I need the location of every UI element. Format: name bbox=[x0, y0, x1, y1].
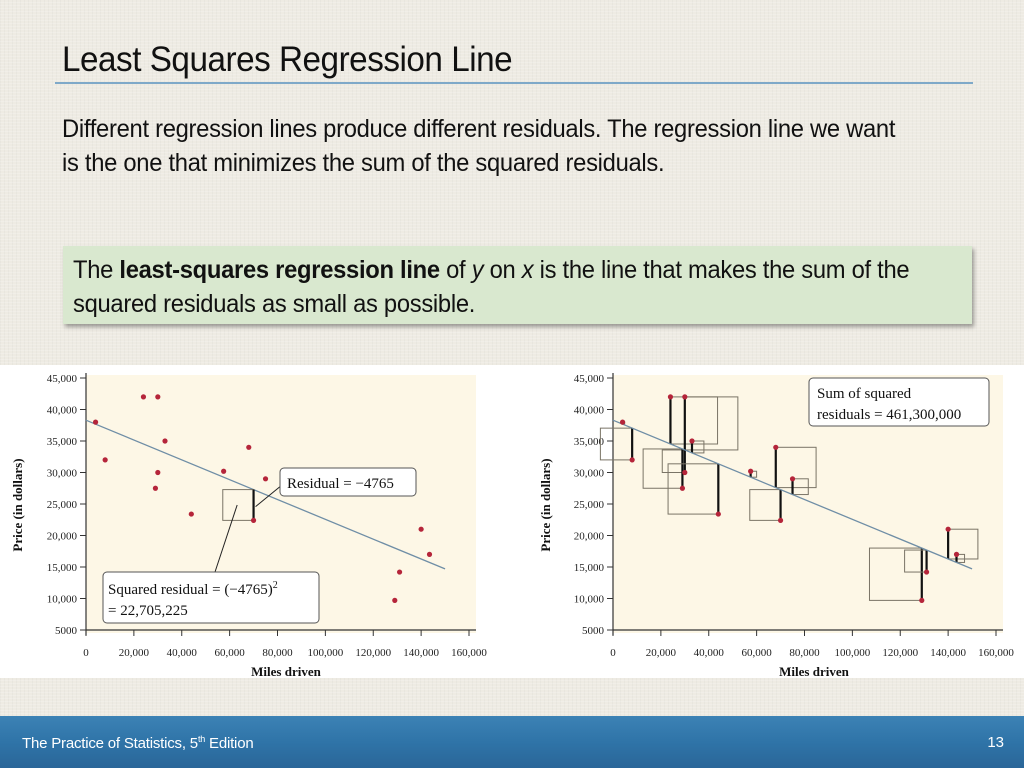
body-paragraph: Different regression lines produce diffe… bbox=[62, 115, 896, 177]
svg-text:30,000: 30,000 bbox=[574, 468, 605, 480]
svg-text:30,000: 30,000 bbox=[47, 468, 78, 480]
svg-text:25,000: 25,000 bbox=[574, 499, 605, 511]
svg-text:40,000: 40,000 bbox=[167, 647, 198, 659]
svg-text:0: 0 bbox=[610, 647, 616, 659]
svg-text:60,000: 60,000 bbox=[742, 647, 773, 659]
svg-text:20,000: 20,000 bbox=[574, 531, 605, 543]
definition-text: The least-squares regression line of y o… bbox=[73, 253, 928, 321]
edition-superscript: th bbox=[197, 734, 206, 744]
residual-label: Residual = −4765 bbox=[287, 476, 394, 492]
x-axis-label: Miles driven bbox=[251, 664, 321, 678]
svg-text:45,000: 45,000 bbox=[47, 373, 78, 385]
title-underline bbox=[55, 82, 973, 84]
svg-text:100,000: 100,000 bbox=[308, 647, 344, 659]
def-prefix: The bbox=[73, 256, 120, 284]
axes: 5000 10,000 15,000 20,000 25,000 30,000 35,000… bbox=[47, 373, 487, 659]
svg-text:5000: 5000 bbox=[55, 625, 78, 637]
y-axis-label: Price (in dollars) bbox=[538, 458, 553, 551]
svg-text:60,000: 60,000 bbox=[215, 647, 246, 659]
x-axis-label: Miles driven bbox=[779, 664, 849, 678]
svg-text:0: 0 bbox=[83, 647, 89, 659]
axes: 5000 10,000 15,000 20,000 25,000 30,000 35,000… bbox=[574, 373, 1014, 659]
svg-text:80,000: 80,000 bbox=[789, 647, 820, 659]
svg-text:80,000: 80,000 bbox=[262, 647, 293, 659]
def-suffix: is the line that makes the sum of the sq… bbox=[73, 256, 910, 318]
footer-bar: The Practice of Statistics, 5th Edition … bbox=[0, 716, 1024, 768]
regression-line bbox=[85, 419, 446, 570]
residual-squares bbox=[599, 396, 979, 601]
residual-callout: Residual = −4765 bbox=[279, 467, 417, 497]
svg-text:160,000: 160,000 bbox=[978, 647, 1014, 659]
svg-text:20,000: 20,000 bbox=[646, 647, 677, 659]
scatter-chart-squared-residuals: 5000 10,000 15,000 20,000 25,000 30,000 35,000… bbox=[538, 373, 1014, 678]
sum-callout: Sum of squared residuals = 461,300,000 bbox=[808, 377, 990, 427]
y-axis-label: Price (in dollars) bbox=[10, 458, 25, 551]
def-on: on bbox=[483, 256, 522, 284]
scatter-chart-residual: 5000 10,000 15,000 20,000 25,000 30,000 35,000… bbox=[10, 373, 487, 678]
svg-text:15,000: 15,000 bbox=[574, 562, 605, 574]
def-of: of bbox=[439, 256, 472, 284]
residual-annotation bbox=[214, 484, 283, 573]
svg-text:35,000: 35,000 bbox=[47, 436, 78, 448]
page-number: 13 bbox=[987, 734, 1004, 751]
data-points bbox=[92, 394, 433, 603]
slide-title: Least Squares Regression Line bbox=[62, 40, 513, 79]
svg-text:160,000: 160,000 bbox=[451, 647, 487, 659]
svg-text:15,000: 15,000 bbox=[47, 562, 78, 574]
edition-word: Edition bbox=[205, 735, 254, 752]
svg-text:45,000: 45,000 bbox=[574, 373, 605, 385]
svg-text:40,000: 40,000 bbox=[47, 405, 78, 417]
svg-text:120,000: 120,000 bbox=[355, 647, 391, 659]
svg-text:100,000: 100,000 bbox=[835, 647, 871, 659]
squared-residual-line2: = 22,705,225 bbox=[108, 603, 188, 619]
book-title: The Practice of Statistics, 5 bbox=[22, 735, 198, 752]
svg-text:10,000: 10,000 bbox=[574, 594, 605, 606]
squared-residual-callout: Squared residual = (−4765)2 = 22,705,225 bbox=[102, 571, 320, 624]
svg-text:40,000: 40,000 bbox=[694, 647, 725, 659]
svg-text:35,000: 35,000 bbox=[574, 436, 605, 448]
sum-label-line2: residuals = 461,300,000 bbox=[817, 407, 961, 423]
svg-text:Squared residual = (−4765)2: Squared residual = (−4765)2 bbox=[108, 580, 278, 598]
regression-line bbox=[612, 419, 973, 570]
svg-text:40,000: 40,000 bbox=[574, 405, 605, 417]
svg-text:140,000: 140,000 bbox=[930, 647, 966, 659]
squared-residual-line1: Squared residual = (−4765) bbox=[108, 582, 273, 598]
sum-label-line1: Sum of squared bbox=[817, 386, 912, 402]
svg-text:20,000: 20,000 bbox=[47, 531, 78, 543]
svg-text:10,000: 10,000 bbox=[47, 594, 78, 606]
def-x: x bbox=[521, 256, 534, 284]
data-points bbox=[619, 394, 960, 603]
def-y: y bbox=[471, 256, 484, 284]
svg-text:20,000: 20,000 bbox=[119, 647, 150, 659]
svg-text:5000: 5000 bbox=[582, 625, 605, 637]
superscript-2: 2 bbox=[273, 580, 278, 591]
svg-text:140,000: 140,000 bbox=[403, 647, 439, 659]
definition-box: The least-squares regression line of y o… bbox=[63, 246, 972, 324]
svg-text:25,000: 25,000 bbox=[47, 499, 78, 511]
svg-text:120,000: 120,000 bbox=[882, 647, 918, 659]
footer-book-title: The Practice of Statistics, 5th Edition bbox=[22, 734, 254, 752]
def-term: least-squares regression line bbox=[119, 256, 440, 284]
